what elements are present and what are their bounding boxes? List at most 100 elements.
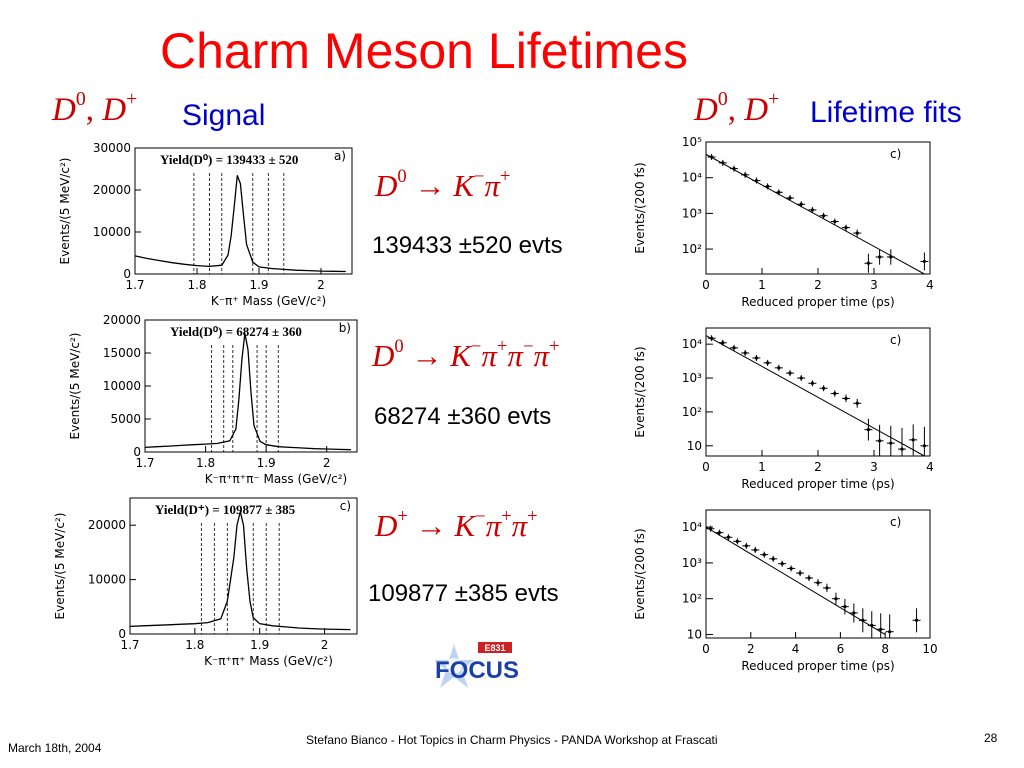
data-point: [909, 424, 918, 456]
data-point: [920, 252, 929, 271]
point-marker: [866, 428, 870, 432]
y-tick-label: 10²: [682, 405, 702, 419]
data-point: [858, 608, 867, 633]
data-point: [822, 583, 831, 593]
data-point: [853, 229, 862, 237]
decay-arrow: →: [407, 508, 455, 543]
y-axis-label: Events/(200 fs): [633, 346, 647, 437]
x-tick-label: 1.8: [196, 456, 215, 470]
plot-frame: [129, 497, 358, 635]
data-point: [751, 546, 760, 553]
x-axis-label: K⁻π⁺π⁺ Mass (GeV/c²): [204, 654, 333, 668]
focus-logo: E831 FOCUS: [434, 642, 519, 688]
yield-annotation: Yield(D⁰) = 139433 ± 520: [160, 152, 298, 167]
data-point: [797, 201, 806, 208]
left-header-math: D0, D+: [52, 88, 138, 128]
point-marker: [825, 586, 829, 590]
point-marker: [834, 597, 838, 601]
page-number: 28: [984, 731, 998, 745]
logo-star: [434, 644, 474, 688]
point-marker: [844, 225, 848, 230]
data-point: [778, 560, 787, 567]
plot-frame: [705, 509, 931, 639]
x-tick-label: 4: [792, 642, 800, 656]
data-point: [885, 614, 894, 638]
data-point: [724, 534, 733, 541]
data-point: [876, 613, 885, 638]
decay-arrow: →: [406, 168, 454, 203]
data-point: [849, 603, 858, 623]
point-marker: [766, 184, 770, 188]
decay-product-charge: +: [496, 336, 508, 358]
x-axis-label: Reduced proper time (ps): [741, 295, 894, 309]
decay-parent: D: [372, 338, 395, 373]
point-marker: [799, 376, 803, 380]
y-tick-label: 10⁴: [682, 520, 702, 534]
signal-label: Signal: [182, 99, 266, 132]
point-marker: [777, 190, 781, 194]
point-marker: [878, 439, 882, 443]
decay-product-charge: −: [522, 336, 534, 358]
decay-product: K: [453, 168, 474, 203]
data-point: [742, 542, 751, 549]
point-marker: [822, 386, 826, 390]
point-marker: [710, 336, 714, 340]
point-marker: [866, 261, 870, 265]
point-marker: [726, 535, 730, 539]
y-axis-label: Events/(200 fs): [633, 528, 647, 619]
logo-text: FOCUS: [435, 657, 519, 684]
y-tick-label: 10²: [682, 592, 702, 606]
panel-label: c): [890, 515, 901, 529]
y-tick-label: 20000: [103, 313, 141, 327]
data-point: [796, 570, 805, 577]
decay-product-charge: +: [548, 336, 560, 358]
x-tick-label: 1.9: [250, 638, 269, 652]
decay-product: π: [481, 338, 497, 373]
x-tick-label: 0: [702, 460, 710, 474]
lifetime-plot-d0-kpi: 0 1 2 3 4 10² 10³ 10⁴ 10⁵ c) Reduced proper time (…: [633, 135, 934, 309]
data-point: [864, 418, 873, 441]
decay-product-charge: −: [470, 336, 482, 358]
yield-text: 68274 ±360 evts: [374, 403, 552, 430]
point-marker: [788, 371, 792, 375]
point-marker: [744, 544, 748, 548]
data-point: [920, 426, 929, 456]
x-tick-label: 1: [758, 460, 766, 474]
decay-product-charge: +: [499, 166, 511, 188]
panel-label: c): [890, 147, 901, 161]
point-marker: [743, 173, 747, 177]
x-tick-label: 2: [321, 638, 329, 652]
decay-product: π: [511, 508, 528, 543]
slide-title: Charm Meson Lifetimes: [160, 23, 688, 79]
data-point: [831, 592, 840, 605]
x-tick-label: 4: [926, 278, 934, 292]
data-point: [819, 212, 828, 219]
y-tick-label: 20000: [93, 183, 131, 197]
point-marker: [833, 391, 837, 396]
decay-product-charge: +: [501, 506, 512, 528]
data-point: [797, 375, 806, 382]
data-point: [718, 159, 727, 166]
decay-product: π: [507, 338, 523, 373]
yield-annotation: Yield(D⁰) = 68274 ± 360: [170, 324, 302, 339]
decay-product: π: [533, 338, 549, 373]
point-marker: [789, 566, 793, 571]
point-marker: [732, 166, 736, 171]
footer-date: March 18th, 2004: [8, 741, 102, 755]
data-point: [733, 538, 742, 545]
decay-parent: D: [375, 508, 398, 543]
point-marker: [788, 196, 792, 200]
mass-curve: [144, 333, 351, 451]
point-marker: [810, 381, 814, 385]
decay-product: K: [454, 508, 476, 543]
data-point: [760, 551, 769, 558]
point-marker: [777, 366, 781, 370]
x-tick-label: 4: [926, 460, 934, 474]
x-axis-label: K⁻π⁺π⁺π⁻ Mass (GeV/c²): [205, 472, 347, 486]
data-point: [769, 555, 778, 562]
point-marker: [799, 202, 803, 206]
data-point: [842, 224, 850, 231]
data-point: [707, 335, 716, 342]
data-point: [774, 364, 783, 371]
data-point: [787, 565, 796, 572]
